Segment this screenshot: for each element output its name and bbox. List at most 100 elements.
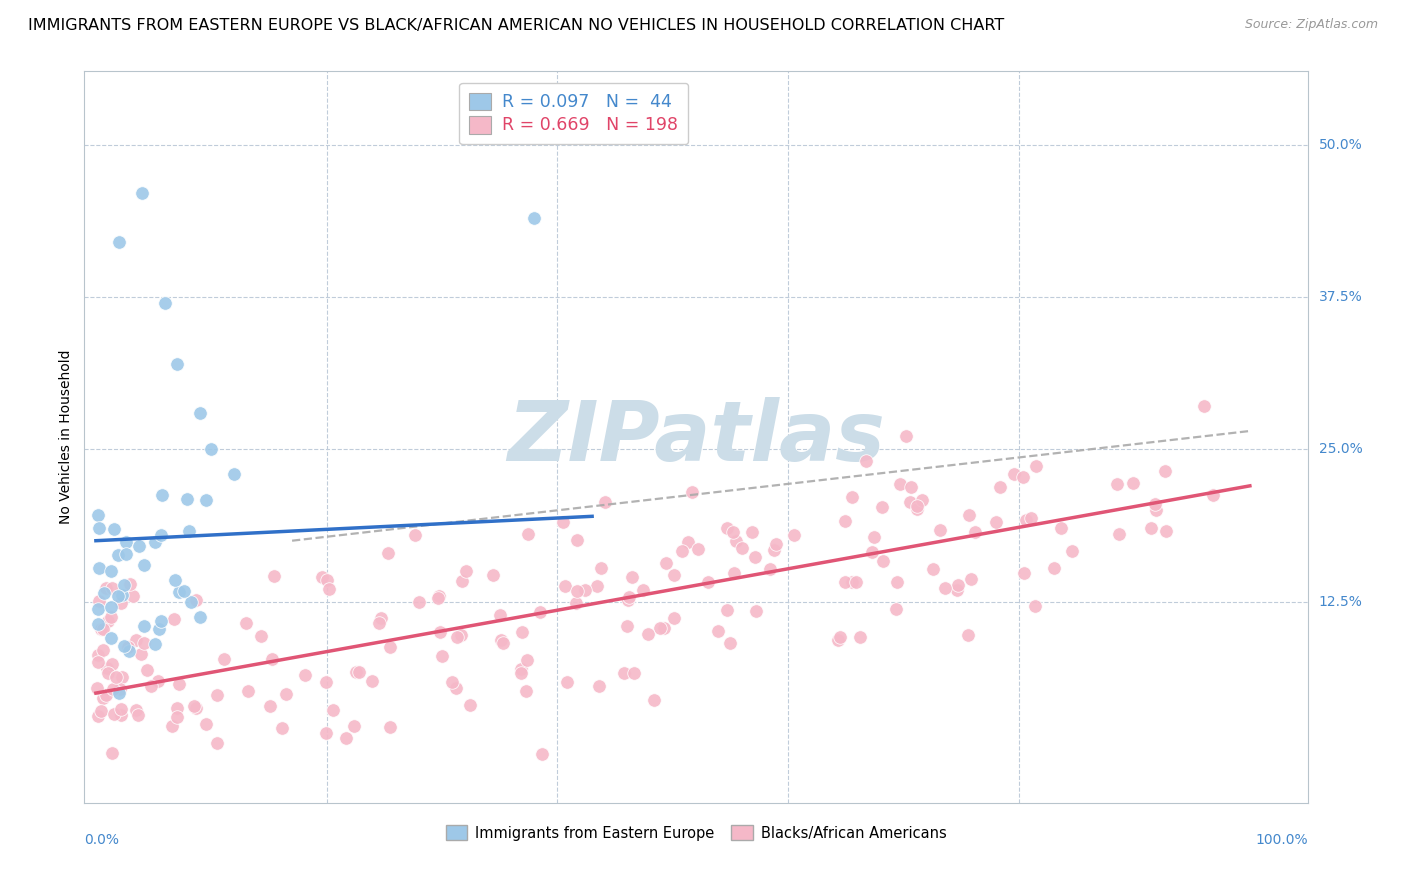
Point [90,704,112,718]
Point [101,581,124,595]
Point [104,669,127,683]
Point [523,211,546,225]
Point [886,574,908,589]
Point [370,611,392,625]
Point [763,542,786,557]
Point [905,501,928,516]
Point [551,515,574,529]
Point [173,584,195,599]
Point [593,495,616,509]
Point [129,648,152,662]
Point [114,547,136,561]
Point [1154,524,1177,538]
Point [960,572,983,586]
Point [186,701,208,715]
Point [335,731,357,745]
Point [491,632,513,647]
Point [450,574,472,589]
Point [828,630,851,644]
Point [212,652,235,666]
Point [107,548,129,562]
Text: 50.0%: 50.0% [1319,137,1362,152]
Point [591,560,613,574]
Point [195,492,218,507]
Point [200,442,222,457]
Point [316,573,339,587]
Point [91,643,114,657]
Point [716,521,738,535]
Point [347,665,370,680]
Legend: Immigrants from Eastern Europe, Blacks/African Americans: Immigrants from Eastern Europe, Blacks/A… [440,820,952,847]
Point [1105,477,1128,491]
Point [841,575,863,590]
Point [101,657,124,671]
Point [315,726,337,740]
Point [276,687,298,701]
Point [922,562,945,576]
Point [263,568,285,582]
Point [89,594,111,608]
Point [707,624,730,638]
Point [100,632,122,646]
Point [1002,467,1025,481]
Point [271,721,294,735]
Point [96,581,118,595]
Point [150,488,173,502]
Point [166,710,188,724]
Point [934,581,956,595]
Point [616,593,638,607]
Point [167,585,190,599]
Point [1043,561,1066,575]
Point [650,621,672,635]
Point [139,680,162,694]
Point [134,635,156,649]
Point [898,494,921,508]
Point [160,719,183,733]
Point [1062,543,1084,558]
Text: IMMIGRANTS FROM EASTERN EUROPE VS BLACK/AFRICAN AMERICAN NO VEHICLES IN HOUSEHOL: IMMIGRANTS FROM EASTERN EUROPE VS BLACK/… [28,18,1004,33]
Point [117,640,139,655]
Point [125,702,148,716]
Point [236,684,259,698]
Point [143,637,166,651]
Point [184,593,207,607]
Point [108,682,131,697]
Point [855,454,877,468]
Point [107,589,129,603]
Point [111,670,134,684]
Point [957,508,980,522]
Point [567,583,589,598]
Point [100,564,122,578]
Point [1015,513,1038,527]
Point [783,528,806,542]
Point [686,542,709,557]
Point [177,524,200,538]
Point [440,675,463,690]
Point [96,661,118,675]
Point [929,524,952,538]
Point [166,357,188,371]
Point [165,573,187,587]
Text: 100.0%: 100.0% [1256,833,1308,847]
Point [1024,599,1046,614]
Point [1202,488,1225,502]
Point [343,718,366,732]
Point [720,636,742,650]
Point [93,586,115,600]
Point [103,707,125,722]
Point [1139,521,1161,535]
Point [205,688,228,702]
Point [758,562,780,576]
Point [183,699,205,714]
Point [87,655,110,669]
Point [643,693,665,707]
Point [110,708,132,723]
Point [311,570,333,584]
Point [965,524,987,539]
Point [716,602,738,616]
Point [446,630,468,644]
Point [86,508,108,523]
Point [322,703,344,717]
Point [841,490,863,504]
Point [360,673,382,688]
